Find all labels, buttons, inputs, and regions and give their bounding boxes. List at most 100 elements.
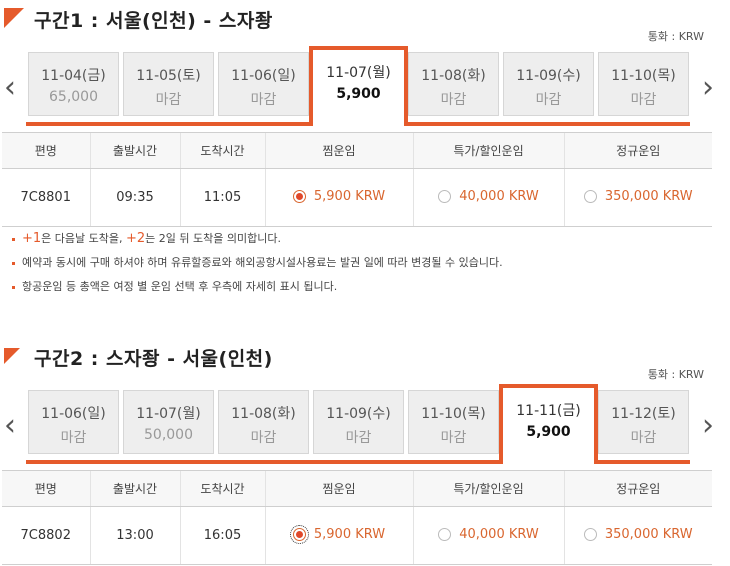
date-price: 마감	[535, 92, 562, 108]
date-label: 11-06(일)	[231, 68, 296, 84]
radio-checked-icon[interactable]	[292, 189, 306, 203]
segment-2-header: 구간2 : 스자좡 - 서울(인천) 통화 : KRW	[0, 338, 730, 381]
date-selector: ‹ › 11-06(일) 마감 11-07(월) 50,000 11-08(화) 마감 11…	[0, 382, 730, 468]
flight-table: 편명 출발시간 도착시간 찜운임 특가/할인운임 정규운임 7C8801 09:…	[2, 132, 712, 227]
date-label: 11-10(목)	[421, 406, 486, 422]
date-price: 마감	[630, 430, 657, 446]
date-price: 마감	[250, 92, 277, 108]
fare-regular-value: 350,000 KRW	[604, 526, 693, 542]
radio-icon[interactable]	[438, 527, 452, 541]
col-flight-number: 편명	[2, 132, 90, 169]
currency-label: 통화 : KRW	[647, 30, 704, 43]
date-tab[interactable]: 11-08(화) 마감	[218, 390, 309, 454]
date-label: 11-06(일)	[41, 406, 106, 422]
plus-one-label: +1	[22, 231, 42, 246]
date-tab[interactable]: 11-11(금) 5,900	[499, 384, 598, 464]
segment-1-header: 구간1 : 서울(인천) - 스자좡 통화 : KRW	[0, 0, 730, 43]
col-fare-regular: 정규운임	[563, 132, 712, 169]
fare-regular-value: 350,000 KRW	[604, 188, 693, 204]
date-label: 11-11(금)	[516, 403, 581, 419]
chevron-left-icon[interactable]: ‹	[4, 408, 16, 443]
fare-regular-cell: 350,000 KRW	[563, 506, 712, 565]
fare-jjim-option[interactable]: 5,900 KRW	[292, 188, 386, 204]
fare-jjim-option[interactable]: 5,900 KRW	[289, 524, 386, 544]
currency-label: 통화 : KRW	[647, 368, 704, 381]
radio-icon[interactable]	[438, 189, 452, 203]
fare-jjim-value: 5,900 KRW	[313, 188, 386, 204]
date-price: 5,900	[336, 86, 381, 102]
col-fare-jjim: 찜운임	[264, 132, 413, 169]
plus-two-label: +2	[126, 231, 146, 246]
fare-special-cell: 40,000 KRW	[412, 506, 564, 565]
date-price: 마감	[250, 430, 277, 446]
notice-text: 은 다음날 도착을,	[41, 232, 126, 245]
date-tab[interactable]: 11-04(금) 65,000	[28, 52, 119, 116]
date-price: 마감	[440, 430, 467, 446]
date-tab[interactable]: 11-09(수) 마감	[313, 390, 404, 454]
date-price: 5,900	[526, 424, 571, 440]
segment-1: 구간1 : 서울(인천) - 스자좡 통화 : KRW ‹ › 11-04(금)…	[0, 0, 730, 293]
date-tab[interactable]: 11-06(일) 마감	[28, 390, 119, 454]
date-label: 11-07(월)	[136, 406, 201, 422]
date-tab[interactable]: 11-10(목) 마감	[598, 52, 689, 116]
notice-list: +1은 다음날 도착을, +2는 2일 뒤 도착을 의미합니다. 예약과 동시에…	[12, 232, 503, 304]
segment-1-title: 구간1 : 서울(인천) - 스자좡	[34, 10, 273, 32]
radio-icon[interactable]	[583, 527, 597, 541]
date-price: 마감	[155, 92, 182, 108]
date-price: 65,000	[49, 89, 98, 105]
date-label: 11-07(월)	[326, 65, 391, 81]
date-selector: ‹ › 11-04(금) 65,000 11-05(토) 마감 11-06(일) 마감 11…	[0, 44, 730, 130]
radio-icon[interactable]	[583, 189, 597, 203]
chevron-left-icon[interactable]: ‹	[4, 70, 16, 105]
corner-flag-icon	[4, 348, 20, 364]
fare-special-option[interactable]: 40,000 KRW	[438, 527, 539, 542]
flight-table: 편명 출발시간 도착시간 찜운임 특가/할인운임 정규운임 7C8802 13:…	[2, 470, 712, 565]
radio-checked-icon[interactable]	[289, 524, 309, 544]
notice-text: 는 2일 뒤 도착을 의미합니다.	[145, 232, 281, 245]
date-tab[interactable]: 11-09(수) 마감	[503, 52, 594, 116]
date-tab[interactable]: 11-07(월) 50,000	[123, 390, 214, 454]
arrival-time: 16:05	[179, 506, 265, 565]
date-tab[interactable]: 11-05(토) 마감	[123, 52, 214, 116]
fare-jjim-value: 5,900 KRW	[313, 526, 386, 542]
arrival-time: 11:05	[179, 168, 265, 227]
fare-regular-option[interactable]: 350,000 KRW	[583, 526, 693, 542]
col-arrival: 도착시간	[179, 470, 265, 507]
date-tab[interactable]: 11-07(월) 5,900	[309, 46, 408, 126]
date-price: 마감	[440, 92, 467, 108]
date-tab[interactable]: 11-12(토) 마감	[598, 390, 689, 454]
date-tab[interactable]: 11-08(화) 마감	[408, 52, 499, 116]
col-fare-special: 특가/할인운임	[412, 132, 564, 169]
fare-special-cell: 40,000 KRW	[412, 168, 564, 227]
date-tab[interactable]: 11-06(일) 마감	[218, 52, 309, 116]
segment-2-title: 구간2 : 스자좡 - 서울(인천)	[34, 348, 273, 370]
chevron-right-icon[interactable]: ›	[702, 70, 714, 105]
flight-number: 7C8802	[2, 506, 90, 565]
date-label: 11-12(토)	[611, 406, 676, 422]
date-label: 11-08(화)	[231, 406, 296, 422]
departure-time: 13:00	[89, 506, 180, 565]
date-label: 11-10(목)	[611, 68, 676, 84]
segment-2: 구간2 : 스자좡 - 서울(인천) 통화 : KRW ‹ › 11-06(일)…	[0, 338, 730, 565]
date-price: 마감	[345, 430, 372, 446]
fare-regular-option[interactable]: 350,000 KRW	[583, 188, 693, 204]
col-arrival: 도착시간	[179, 132, 265, 169]
date-label: 11-05(토)	[136, 68, 201, 84]
col-fare-regular: 정규운임	[563, 470, 712, 507]
date-price: 마감	[60, 430, 87, 446]
col-flight-number: 편명	[2, 470, 90, 507]
date-underline	[26, 460, 690, 464]
date-label: 11-04(금)	[41, 68, 106, 84]
table-row: 7C8801 09:35 11:05 5,900 KRW 40,000 KRW	[2, 168, 712, 227]
date-label: 11-09(수)	[516, 68, 581, 84]
fare-special-value: 40,000 KRW	[459, 188, 539, 204]
fare-special-option[interactable]: 40,000 KRW	[438, 189, 539, 204]
col-departure: 출발시간	[89, 470, 180, 507]
notice-item: +1은 다음날 도착을, +2는 2일 뒤 도착을 의미합니다.	[12, 232, 503, 256]
chevron-right-icon[interactable]: ›	[702, 408, 714, 443]
corner-flag-icon	[4, 8, 24, 28]
date-label: 11-09(수)	[326, 406, 391, 422]
date-tab[interactable]: 11-10(목) 마감	[408, 390, 499, 454]
col-departure: 출발시간	[89, 132, 180, 169]
date-label: 11-08(화)	[421, 68, 486, 84]
